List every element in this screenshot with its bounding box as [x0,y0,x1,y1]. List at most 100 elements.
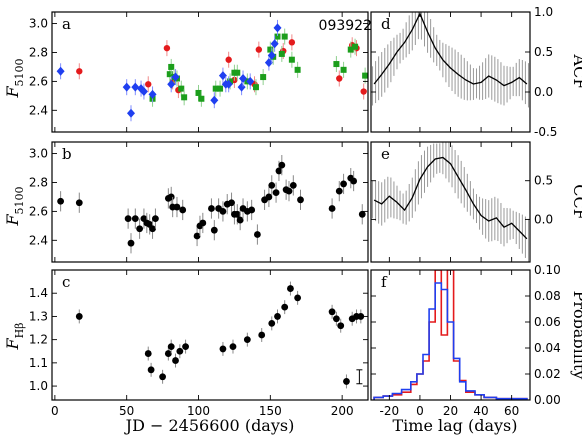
y-tick-label: 2.6 [29,204,48,218]
data-point [289,181,297,189]
data-point [343,378,350,385]
data-point [228,199,235,207]
data-point-green [294,66,301,73]
data-point-green [227,78,234,85]
data-point [275,167,283,175]
data-point-green [234,69,241,76]
data-point [193,232,201,240]
data-point [75,199,83,207]
data-point-red [225,56,232,63]
data-point [340,180,347,188]
y-tick-label: 1.0 [534,5,553,19]
data-point-red [255,46,263,53]
y-tick-label: 2.8 [29,45,48,59]
y-tick-label: 3.0 [29,147,48,161]
plot-area-a [56,19,368,122]
data-point-green [166,71,173,78]
x-tick-label: 40 [473,404,488,418]
data-point-green [181,94,188,101]
y-tick-label: 0.04 [534,341,561,355]
data-point-red [336,75,343,82]
data-point-green [178,85,185,92]
y-tick-label: 0.10 [534,263,561,277]
plot-area-f [373,270,528,400]
data-point [219,207,227,215]
data-point [294,294,302,302]
data-point-blue [264,58,273,68]
panel-frame-c [51,269,369,401]
data-point-green [217,85,224,92]
y-axis-label-d: ACF [570,54,582,90]
panel-letter-c: c [62,273,70,291]
panels-layer: 2.42.62.83.0 a2.42.62.83.0 b0 50 100 150 2001.… [29,5,582,418]
y-tick-label: 1.2 [29,333,48,347]
data-point-blue [122,82,131,92]
y-tick-label: 1.4 [29,286,48,300]
data-point [243,336,251,344]
data-point [182,343,189,351]
data-point [147,366,155,374]
y-tick-label: 0.08 [534,289,561,303]
data-point-red [145,81,152,88]
panel-e: 0.0 0.5 e CCF [370,141,582,263]
y-tick-label: 2.4 [29,233,48,247]
data-point [254,231,261,238]
panel-frame-e [370,141,531,263]
data-point-green [260,74,267,81]
data-point-blue [267,50,276,60]
data-point [179,206,187,214]
data-point-green [281,33,288,40]
data-point [208,205,215,212]
data-point [167,193,175,201]
data-point-green [288,56,295,63]
data-point-blue [127,108,135,118]
data-point [328,308,336,316]
x-tick-label: 100 [187,404,210,418]
data-point [176,347,184,355]
data-point-green [252,84,259,91]
data-point-green [198,95,205,102]
y-tick-label: 0.00 [534,393,561,407]
data-point [350,177,358,185]
data-point-blue [270,39,279,49]
data-point [333,315,340,323]
plot-area-b [57,155,366,254]
panel-a: 2.4 2.6 2.8 3.0 a [29,11,369,133]
y-tick-label: 2.6 [29,74,48,88]
data-point [164,350,172,357]
plot-area-c [75,281,365,389]
data-point [265,193,273,201]
data-point [281,303,289,311]
histogram-red [373,270,528,400]
data-point-green [168,63,175,70]
panel-letter-f: f [381,273,388,291]
data-point [337,322,345,330]
ylabel-a: F5100 [3,58,26,98]
ylabel-b: F5100 [3,186,26,226]
panel-letter-a: a [62,15,71,33]
data-point-blue [237,82,246,92]
data-point [159,373,167,381]
data-point-red [288,39,296,46]
data-point [233,210,241,218]
panel-c: 0 50 100 150 200 1.0 1.1 1.2 1.3 1.4 c [29,269,369,418]
data-point-blue [148,89,157,99]
panel-letter-d: d [381,15,391,33]
y-axis-label-e: CCF [570,184,582,220]
svg-text:F5100: F5100 [3,58,26,98]
data-point [172,357,179,364]
panel-letter-b: b [62,145,72,163]
x-tick-label: 50 [119,404,134,418]
panel-letter-e: e [381,145,390,163]
data-point [278,161,286,169]
data-point [268,319,276,327]
data-point-green [212,85,219,92]
data-point-blue [246,76,255,86]
panel-d: -0.5 0.0 0.5 1.0 d ACF [370,5,582,139]
data-point-blue [139,87,148,97]
data-point [274,313,281,320]
data-point [236,216,244,224]
plot-area-e [372,142,529,262]
y-tick-label: 1.0 [29,379,48,393]
